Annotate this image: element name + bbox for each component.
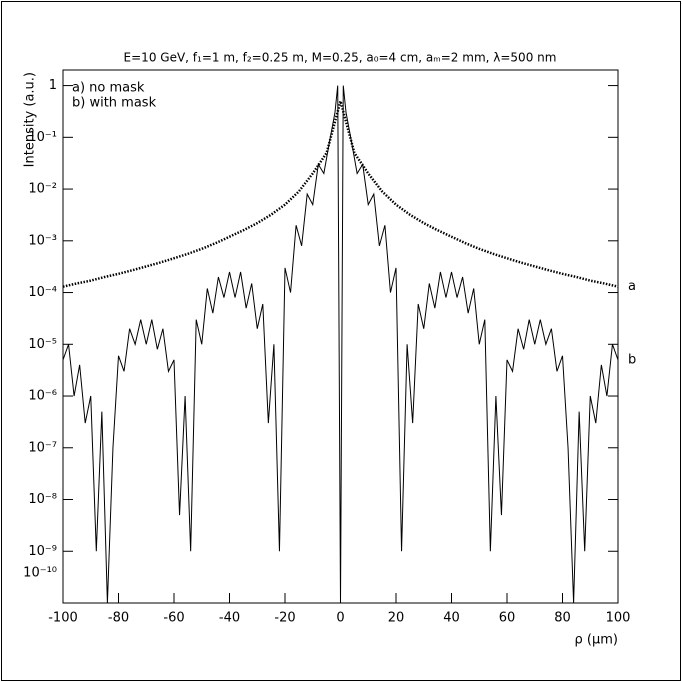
y-tick-label: 10⁻²	[28, 182, 57, 197]
y-tick-label: 10⁻⁶	[28, 389, 57, 404]
y-tick-label: 10⁻¹	[28, 130, 57, 145]
x-tick-label: -100	[48, 611, 78, 626]
x-tick-label: 80	[554, 611, 571, 626]
x-tick-label: 0	[336, 611, 344, 626]
x-tick-label: -40	[219, 611, 240, 626]
y-tick-label: 10⁻¹⁰	[23, 566, 57, 581]
y-tick-label: 10⁻⁸	[28, 492, 57, 507]
chart-title: E=10 GeV, f₁=1 m, f₂=0.25 m, M=0.25, a₀=…	[124, 51, 557, 65]
series-line	[62, 96, 619, 288]
x-tick-label: 60	[499, 611, 516, 626]
curve-label: b	[628, 352, 636, 367]
x-tick-label: 40	[443, 611, 460, 626]
y-tick-label: 10⁻⁹	[28, 544, 57, 559]
y-axis-label: Intensity (a.u.)	[23, 72, 38, 167]
y-tick-label: 10⁻⁷	[28, 440, 57, 455]
curve-label: a	[628, 279, 636, 294]
x-tick-label: 20	[388, 611, 405, 626]
series-line	[62, 85, 619, 604]
y-tick-label: 10⁻³	[28, 233, 57, 248]
x-tick-label: -80	[108, 611, 129, 626]
legend-entry: b) with mask	[72, 96, 157, 111]
y-tick-label: 1	[49, 78, 57, 93]
legend-entry: a) no mask	[72, 81, 145, 96]
x-tick-label: -60	[163, 611, 184, 626]
y-tick-label: 10⁻⁴	[28, 285, 57, 300]
x-tick-label: -20	[274, 611, 295, 626]
x-tick-label: 100	[606, 611, 631, 626]
y-tick-label: 10⁻⁵	[28, 337, 57, 352]
x-axis-label: ρ (μm)	[575, 633, 618, 648]
